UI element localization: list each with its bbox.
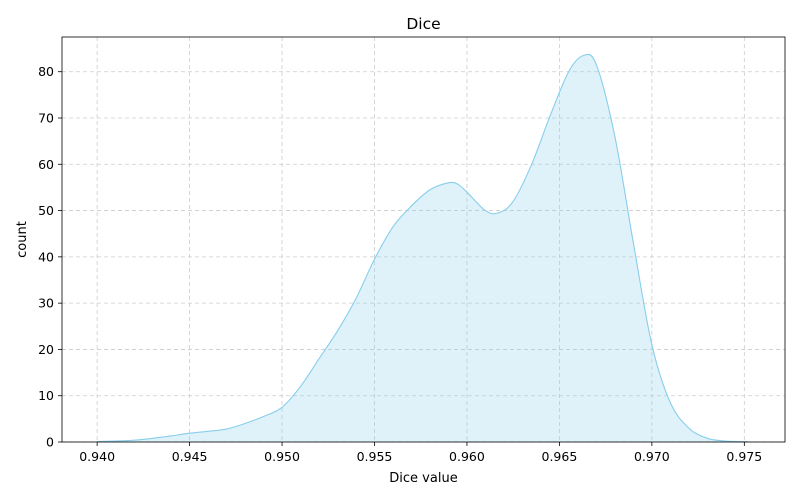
y-axis: 0 10 20 30 40 50 60 70 80 [38, 64, 62, 450]
y-tick-label: 0 [46, 435, 54, 450]
x-tick-label: 0.975 [726, 449, 762, 464]
x-tick-label: 0.970 [634, 449, 670, 464]
x-tick-label: 0.965 [542, 449, 578, 464]
y-tick-label: 60 [38, 157, 54, 172]
x-tick-label: 0.940 [79, 449, 115, 464]
x-tick-label: 0.950 [264, 449, 300, 464]
x-tick-label: 0.960 [449, 449, 485, 464]
y-tick-label: 40 [38, 249, 54, 264]
x-tick-label: 0.945 [172, 449, 208, 464]
x-axis-label: Dice value [389, 471, 457, 486]
y-tick-label: 30 [38, 296, 54, 311]
y-tick-label: 50 [38, 203, 54, 218]
y-axis-label: count [15, 221, 30, 258]
y-tick-label: 80 [38, 64, 54, 79]
chart-title: Dice [406, 15, 440, 33]
density-area [97, 54, 749, 443]
density-line [97, 53, 749, 443]
y-tick-label: 10 [38, 388, 54, 403]
x-axis: 0.940 0.945 0.950 0.955 0.960 0.965 0.970 0.975 [79, 442, 762, 464]
plot-frame [61, 36, 786, 443]
y-tick-label: 70 [38, 111, 54, 126]
x-tick-label: 0.955 [357, 449, 393, 464]
y-tick-label: 20 [38, 342, 54, 357]
